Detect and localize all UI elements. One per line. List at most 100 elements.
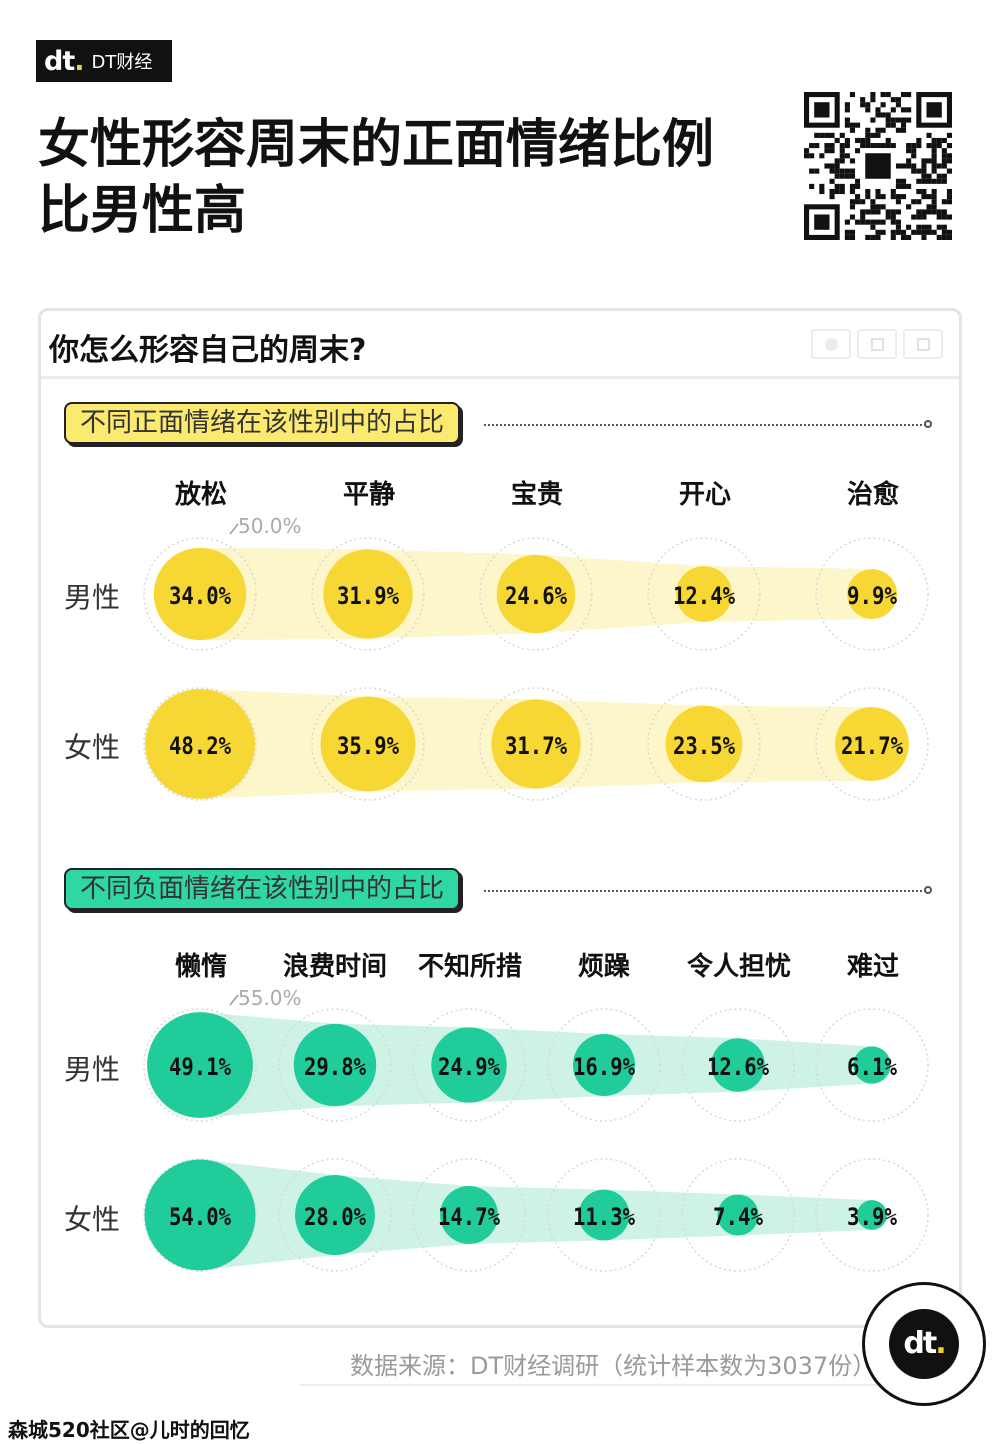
qr-module	[931, 163, 937, 169]
chart-card: 你怎么形容自己的周末?	[38, 308, 962, 1328]
qr-module	[911, 229, 917, 235]
data-label: 24.6%	[505, 582, 567, 610]
qr-module	[855, 137, 861, 144]
qr-module	[890, 117, 896, 123]
qr-module	[819, 132, 825, 138]
data-bubble	[431, 1027, 507, 1103]
data-label: 48.2%	[169, 732, 231, 760]
qr-module	[926, 173, 932, 179]
reference-ring	[681, 1008, 795, 1122]
qr-module	[900, 234, 907, 240]
qr-module	[926, 132, 932, 138]
category-label: 宝贵	[510, 480, 563, 510]
qr-module	[834, 137, 840, 144]
qr-module	[839, 168, 845, 174]
qr-module	[890, 97, 896, 103]
brand-badge: dt.	[862, 1282, 986, 1406]
qr-module	[839, 158, 845, 164]
qr-center-logo	[865, 153, 891, 179]
data-label: 16.9%	[573, 1053, 635, 1081]
qr-module	[895, 224, 901, 230]
qr-module	[906, 107, 912, 113]
window-square-button[interactable]	[857, 329, 897, 359]
qr-module	[849, 199, 856, 205]
qr-module	[875, 112, 881, 118]
data-bubble	[496, 554, 576, 634]
qr-module	[849, 229, 856, 235]
qr-module	[931, 168, 937, 174]
qr-module	[946, 199, 952, 205]
data-label: 12.6%	[707, 1053, 769, 1081]
reference-ring	[479, 687, 593, 801]
qr-module	[926, 209, 932, 215]
window-circle-button[interactable]	[811, 329, 851, 359]
qr-module	[906, 158, 912, 164]
reference-label: 50.0%	[238, 514, 302, 538]
reference-ring	[815, 1008, 929, 1122]
data-label: 49.1%	[169, 1053, 231, 1081]
qr-module	[829, 194, 835, 200]
qr-module	[834, 183, 840, 189]
qr-module	[860, 199, 866, 205]
qr-module	[890, 229, 896, 235]
qr-module	[870, 199, 876, 205]
qr-module	[829, 178, 835, 184]
qr-module	[946, 168, 952, 174]
qr-module	[860, 209, 866, 215]
qr-module	[941, 153, 947, 159]
qr-module	[916, 229, 922, 235]
qr-module	[819, 183, 825, 189]
qr-module	[911, 214, 917, 220]
window-copy-button[interactable]	[903, 329, 943, 359]
qr-module	[900, 117, 907, 123]
qr-module	[875, 143, 881, 149]
qr-module	[849, 183, 856, 189]
qr-module	[849, 158, 856, 164]
qr-module	[865, 127, 871, 133]
qr-module	[936, 178, 942, 184]
reference-ring	[412, 1008, 526, 1122]
reference-ring	[311, 687, 425, 801]
qr-module	[895, 209, 901, 215]
qr-module	[941, 158, 947, 164]
qr-module	[895, 127, 901, 133]
qr-module	[855, 183, 861, 189]
reference-ring	[647, 537, 761, 651]
qr-module	[870, 204, 876, 210]
qr-module	[870, 92, 876, 98]
qr-module	[870, 234, 876, 240]
qr-module	[921, 178, 927, 184]
qr-module	[834, 158, 840, 164]
negative-section-label: 不同负面情绪在该性别中的占比	[64, 868, 461, 910]
qr-module	[885, 112, 891, 118]
data-bubble	[572, 1033, 636, 1097]
qr-module	[946, 153, 952, 159]
qr-module	[865, 194, 871, 200]
category-label: 令人担忧	[686, 952, 791, 982]
data-bubble	[857, 1200, 887, 1230]
data-bubble	[440, 1186, 498, 1244]
qr-module	[885, 143, 891, 149]
qr-module	[855, 122, 861, 128]
qr-module	[916, 209, 922, 215]
qr-module	[931, 209, 937, 215]
dt-logo-icon: dt.	[44, 45, 85, 77]
data-bubble	[676, 566, 732, 622]
qr-module	[906, 204, 912, 210]
qr-module	[870, 224, 876, 230]
qr-module	[865, 234, 871, 240]
qr-module	[829, 163, 835, 169]
qr-module	[890, 214, 896, 220]
page-title-line-1: 女性形容周末的正面情绪比例	[38, 115, 715, 175]
qr-module	[916, 178, 922, 184]
qr-module	[946, 132, 952, 138]
qr-module	[855, 219, 861, 225]
qr-module	[895, 163, 901, 169]
qr-module	[880, 127, 886, 133]
reference-ring	[547, 1008, 661, 1122]
qr-module	[931, 137, 937, 144]
reference-ring	[143, 537, 257, 651]
data-label: 29.8%	[304, 1053, 366, 1081]
qr-module	[936, 209, 942, 215]
